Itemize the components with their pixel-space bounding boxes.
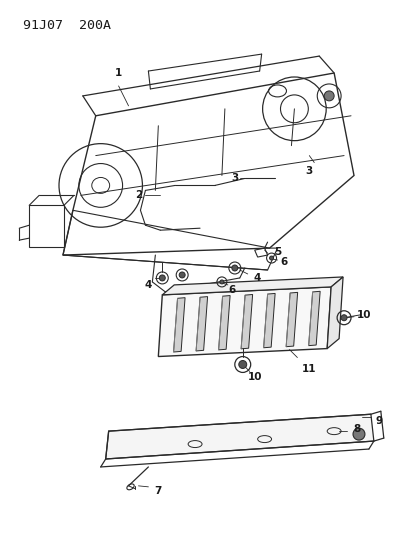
Polygon shape [196,296,207,351]
Polygon shape [173,297,185,352]
Polygon shape [240,294,252,349]
Polygon shape [263,294,275,348]
Circle shape [352,428,364,440]
Polygon shape [218,295,230,350]
Text: 7: 7 [154,486,161,496]
Polygon shape [285,293,297,346]
Text: 10: 10 [356,310,370,320]
Text: 9: 9 [374,416,382,426]
Text: 91J07  200A: 91J07 200A [23,19,111,33]
Text: 4: 4 [145,280,152,290]
Polygon shape [308,292,319,346]
Polygon shape [162,277,342,295]
Circle shape [179,272,185,278]
Text: 3: 3 [230,173,238,183]
Text: 8: 8 [353,424,360,434]
Polygon shape [105,414,373,459]
Text: 6: 6 [280,257,287,267]
Text: 4: 4 [253,273,261,283]
Circle shape [238,360,246,368]
Circle shape [323,91,333,101]
Circle shape [219,280,223,284]
Polygon shape [326,277,342,349]
Text: 6: 6 [228,285,235,295]
Text: 5: 5 [273,247,280,257]
Text: 3: 3 [305,166,312,175]
Text: 1: 1 [115,68,122,78]
Text: 10: 10 [247,373,261,382]
Circle shape [231,265,237,271]
Circle shape [340,315,346,321]
Circle shape [269,256,273,260]
Circle shape [159,275,165,281]
Polygon shape [158,287,330,357]
Text: 11: 11 [301,365,316,375]
Text: 2: 2 [135,190,142,200]
Bar [29,205,64,247]
